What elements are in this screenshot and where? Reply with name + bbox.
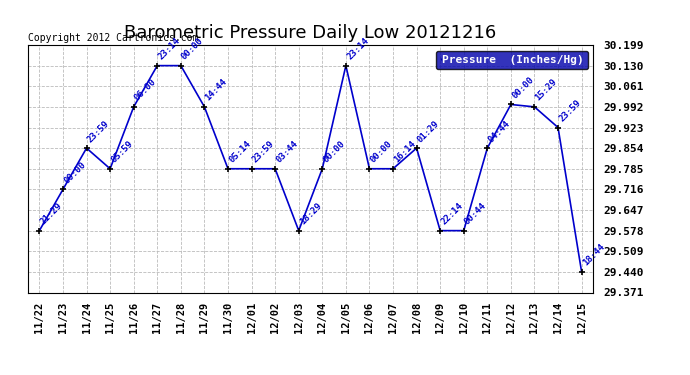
Text: 23:14: 23:14 xyxy=(157,36,182,62)
Text: 23:59: 23:59 xyxy=(558,98,582,123)
Text: 00:44: 00:44 xyxy=(463,201,489,226)
Text: 04:44: 04:44 xyxy=(486,118,512,144)
Text: 00:00: 00:00 xyxy=(180,36,206,62)
Text: 00:00: 00:00 xyxy=(510,75,535,100)
Text: 22:14: 22:14 xyxy=(440,201,465,226)
Text: 23:14: 23:14 xyxy=(345,36,371,62)
Text: 15:29: 15:29 xyxy=(533,77,559,103)
Text: 23:59: 23:59 xyxy=(250,139,276,165)
Text: 00:00: 00:00 xyxy=(368,139,394,165)
Text: 05:14: 05:14 xyxy=(227,139,253,165)
Text: 00:00: 00:00 xyxy=(62,160,88,185)
Text: 03:44: 03:44 xyxy=(275,139,299,165)
Text: 01:29: 01:29 xyxy=(416,118,441,144)
Text: 06:00: 06:00 xyxy=(133,77,158,103)
Text: 18:29: 18:29 xyxy=(298,201,324,226)
Legend: Pressure  (Inches/Hg): Pressure (Inches/Hg) xyxy=(436,51,588,69)
Text: 00:00: 00:00 xyxy=(322,139,347,165)
Text: 05:59: 05:59 xyxy=(109,139,135,165)
Text: 18:44: 18:44 xyxy=(581,242,607,268)
Text: Copyright 2012 Cartronics.com: Copyright 2012 Cartronics.com xyxy=(28,33,198,42)
Text: 14:44: 14:44 xyxy=(204,77,229,103)
Text: 16:14: 16:14 xyxy=(392,139,417,165)
Text: 23:59: 23:59 xyxy=(86,118,111,144)
Text: 21:29: 21:29 xyxy=(39,201,64,226)
Title: Barometric Pressure Daily Low 20121216: Barometric Pressure Daily Low 20121216 xyxy=(124,24,497,42)
